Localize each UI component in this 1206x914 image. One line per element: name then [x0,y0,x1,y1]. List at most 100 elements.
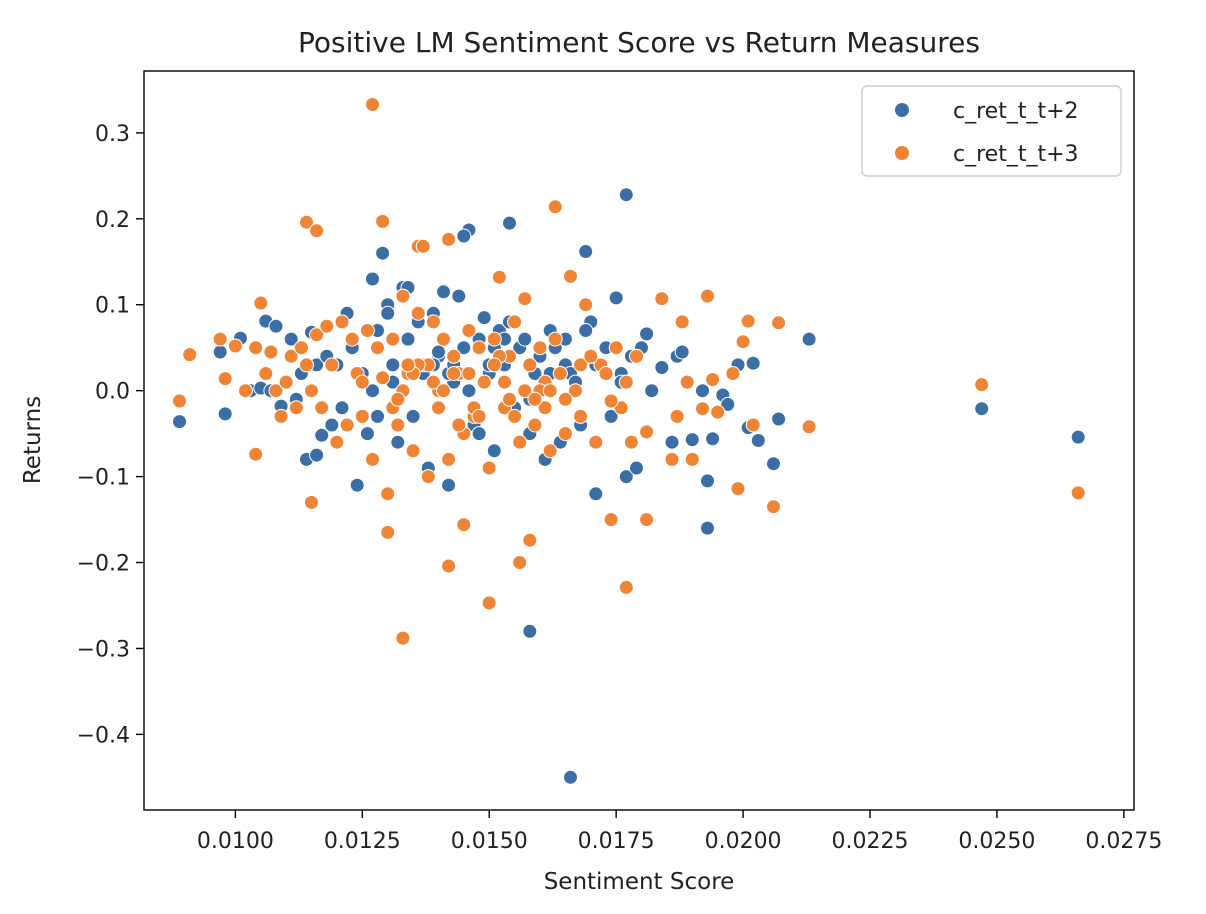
x-tick-label: 0.0275 [1085,829,1162,854]
scatter-point [679,374,695,390]
scatter-point [618,187,634,203]
x-tick-label: 0.0100 [197,829,274,854]
scatter-point [339,417,355,433]
scatter-point [608,290,624,306]
x-tick-label: 0.0175 [578,829,655,854]
scatter-point [293,340,309,356]
scatter-point [573,408,589,424]
scatter-point [801,419,817,435]
scatter-point [684,451,700,467]
scatter-point [425,374,441,390]
scatter-point [654,291,670,307]
series-c-ret-t-t-2 [172,187,1086,785]
scatter-point [375,370,391,386]
scatter-point [608,340,624,356]
scatter-point [212,344,228,360]
scatter-point [735,334,751,350]
scatter-point [598,366,614,381]
scatter-point [365,383,380,399]
scatter-point [771,315,787,331]
scatter-point [766,456,781,472]
scatter-point [542,383,558,399]
scatter-point [365,271,380,287]
scatter-point [750,433,766,448]
scatter-point [547,331,563,347]
x-tick-label: 0.0200 [705,829,782,854]
scatter-point [451,417,467,433]
scatter-point [481,460,497,476]
scatter-point [268,383,284,399]
scatter-point [217,406,233,422]
scatter-point [517,291,533,307]
scatter-point [527,417,543,433]
scatter-point [446,348,462,364]
legend-label-c-ret-t-t-3: c_ret_t_t+3 [953,142,1079,167]
scatter-point [441,231,457,247]
scatter-point [517,383,533,399]
scatter-point [309,223,325,239]
scatter-point [248,446,264,462]
scatter-point [349,477,365,493]
scatter-point [623,434,639,450]
scatter-point [380,524,396,540]
scatter-point [212,331,228,347]
scatter-point [324,417,340,433]
scatter-point [309,327,325,343]
scatter-point [578,244,594,259]
scatter-point [771,411,787,427]
scatter-point [268,318,284,334]
scatter-point [730,481,746,497]
scatter-point [456,340,472,356]
scatter-point [314,400,330,416]
x-axis-ticks: 0.0100 0.0125 0.0150 0.0175 0.0200 0.0225 0.02… [197,810,1162,854]
x-tick-label: 0.0250 [958,829,1035,854]
scatter-point [745,417,761,433]
scatter-point [471,340,487,356]
scatter-point [283,348,299,364]
y-tick-label: −0.2 [77,552,130,577]
scatter-point [329,434,345,450]
scatter-point [588,486,604,502]
scatter-point [359,426,375,442]
scatter-point [491,269,507,285]
scatter-point [486,357,502,373]
scatter-point [405,408,421,424]
scatter-point [385,331,401,347]
scatter-point [461,366,477,381]
scatter-point [288,400,304,416]
scatter-point [557,391,573,407]
scatter-point [476,374,492,390]
scatter-point [314,427,330,443]
scatter-point [578,323,594,338]
x-axis-label: Sentiment Score [544,869,735,895]
scatter-point [700,473,715,489]
scatter-point [415,238,431,254]
scatter-point [420,469,436,485]
scatter-point [603,408,619,424]
scatter-point [172,393,187,409]
scatter-point [400,357,416,373]
scatter-point [299,214,314,230]
scatter-point [258,366,274,381]
x-tick-label: 0.0125 [324,829,401,854]
scatter-point [182,347,198,363]
y-tick-label: −0.4 [77,723,130,748]
scatter-point [629,348,644,364]
scatter-point [497,374,512,390]
legend-marker-c-ret-t-t-3 [895,146,909,160]
scatter-point [405,443,421,459]
scatter-point [486,331,502,347]
scatter-point [400,331,416,347]
scatter-point [304,383,319,399]
scatter-point [629,460,644,476]
scatter-point [512,555,528,570]
scatter-point [395,630,411,646]
scatter-point [354,374,370,390]
scatter-point [451,288,467,304]
scatter-point [476,310,492,326]
scatter-point [710,404,726,420]
scatter-point [705,431,721,447]
scatter-point [375,213,391,229]
scatter-point [217,371,233,387]
scatter-point [674,314,690,330]
